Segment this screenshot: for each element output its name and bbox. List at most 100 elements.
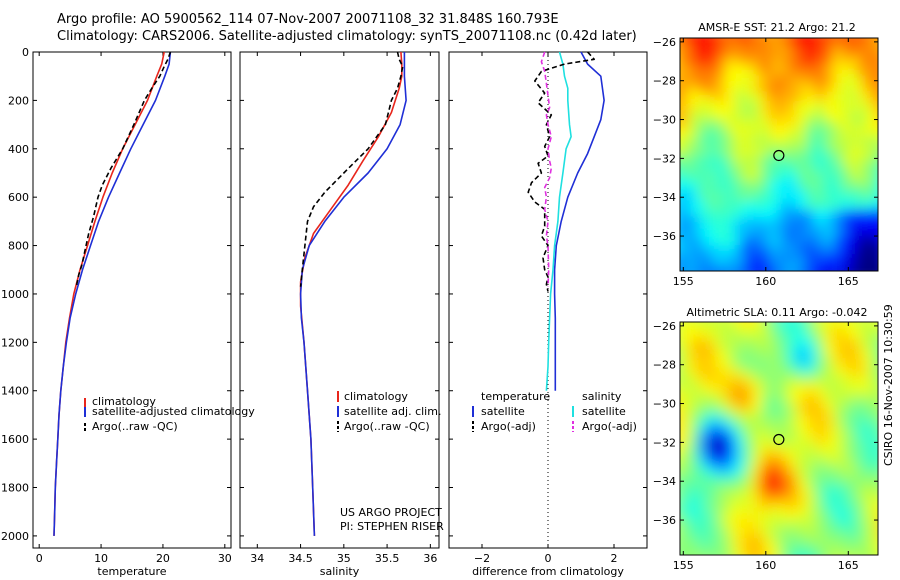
map-cell: [707, 457, 717, 467]
map-cell: [698, 164, 708, 174]
map-cell: [824, 218, 834, 228]
y-tick-label: 1400: [1, 385, 29, 398]
map-cell: [698, 385, 708, 395]
map-cell: [725, 556, 735, 566]
map-cell: [716, 340, 726, 350]
map-cell: [743, 101, 753, 111]
map-cell: [878, 182, 888, 192]
map-cell: [833, 475, 843, 485]
map-cell: [734, 493, 744, 503]
map-cell: [779, 412, 789, 422]
map-cell: [770, 101, 780, 111]
map-cell: [707, 200, 717, 210]
map-cell: [842, 412, 852, 422]
map-cell: [842, 191, 852, 201]
map-cell: [815, 227, 825, 237]
map-cell: [806, 475, 816, 485]
map-cell: [752, 47, 762, 57]
map-cell: [761, 466, 771, 476]
map-cell: [743, 538, 753, 548]
map-cell: [689, 547, 699, 555]
map-cell: [869, 556, 879, 566]
map-cell: [725, 200, 735, 210]
map-cell: [743, 155, 753, 165]
map-cell: [779, 272, 789, 282]
map-cell: [707, 412, 717, 422]
map-cell: [833, 119, 843, 129]
map-cell: [869, 376, 878, 386]
map-cell: [851, 119, 861, 129]
map-cell: [797, 340, 807, 350]
map-cell: [869, 385, 878, 395]
map-cell: [842, 538, 852, 548]
y-tick-label: 400: [8, 143, 29, 156]
map-cell: [824, 484, 834, 494]
map-cell: [743, 385, 753, 395]
map-cell: [797, 200, 807, 210]
map-cell: [734, 484, 744, 494]
map-cell: [716, 349, 726, 359]
map-cell: [716, 119, 726, 129]
map-cell: [734, 56, 744, 66]
map-cell: [707, 65, 717, 75]
map-cell: [734, 358, 744, 368]
map-cell: [869, 322, 878, 332]
map-cell: [779, 92, 789, 102]
map-cell: [743, 340, 753, 350]
map-cell: [869, 349, 878, 359]
legend-label: Argo(-adj): [582, 420, 637, 433]
map-cell: [698, 191, 708, 201]
map-cell: [725, 322, 735, 332]
map-cell: [689, 376, 699, 386]
map-cell: [860, 394, 870, 404]
map-cell: [869, 421, 878, 431]
map-cell: [761, 412, 771, 422]
map-cell: [779, 394, 789, 404]
map-cell: [725, 182, 735, 192]
map-cell: [725, 218, 735, 228]
map-cell: [770, 511, 780, 521]
map-cell: [761, 137, 771, 147]
map-cell: [869, 403, 878, 413]
map-cell: [860, 547, 870, 555]
map-cell: [815, 547, 825, 555]
map-cell: [770, 385, 780, 395]
map-cell: [743, 430, 753, 440]
map-cell: [824, 457, 834, 467]
map-cell: [842, 146, 852, 156]
map-cell: [833, 74, 843, 84]
map-cell: [752, 182, 762, 192]
legend-label: satellite adj. clim.: [344, 405, 441, 418]
map-cell: [707, 236, 717, 246]
map-cell: [707, 520, 717, 530]
map-cell: [815, 349, 825, 359]
map-cell: [788, 137, 798, 147]
map-cell: [878, 556, 888, 566]
map-cell: [743, 47, 753, 57]
map-cell: [869, 92, 878, 102]
map-cell: [860, 38, 870, 48]
map-cell: [761, 56, 771, 66]
map-cell: [878, 92, 888, 102]
map-cell: [878, 83, 888, 93]
series-line-black: [299, 51, 404, 287]
map-cell: [869, 430, 878, 440]
map-cell: [878, 74, 888, 84]
map-cell: [824, 209, 834, 219]
map-cell: [725, 38, 735, 48]
map-cell: [779, 529, 789, 539]
map-cell: [761, 38, 771, 48]
map-cell: [815, 173, 825, 183]
map-cell: [698, 502, 708, 512]
map-cell: [869, 209, 878, 219]
map-cell: [815, 74, 825, 84]
map-cell: [707, 38, 717, 48]
map-cell: [860, 358, 870, 368]
map-cell: [797, 146, 807, 156]
map-cell: [842, 439, 852, 449]
map-cell: [806, 331, 816, 341]
map-cell: [734, 101, 744, 111]
map-cell: [779, 421, 789, 431]
map-cell: [716, 385, 726, 395]
map-cell: [680, 65, 690, 75]
